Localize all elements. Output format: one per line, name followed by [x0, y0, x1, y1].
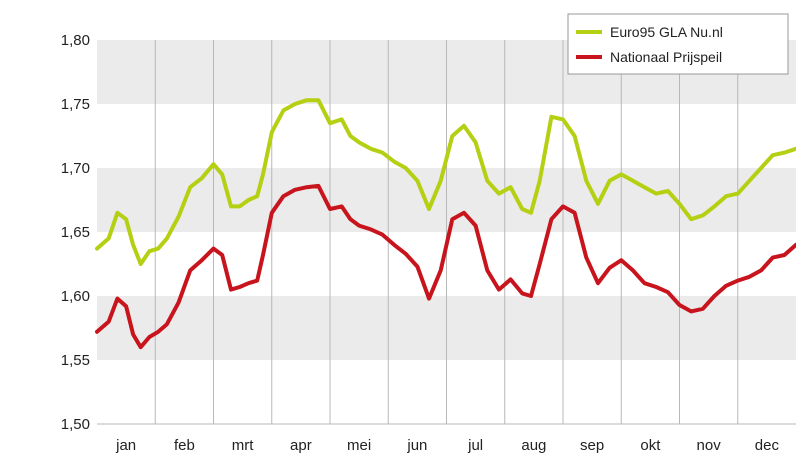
- y-tick-label: 1,65: [61, 224, 90, 241]
- y-tick-label: 1,75: [61, 96, 90, 113]
- x-tick-label-jan: jan: [115, 437, 136, 454]
- x-tick-label-mei: mei: [347, 437, 371, 454]
- x-tick-label-sep: sep: [580, 437, 604, 454]
- x-tick-label-aug: aug: [521, 437, 546, 454]
- y-tick-label: 1,55: [61, 352, 90, 369]
- x-tick-label-jun: jun: [406, 437, 427, 454]
- y-axis-ticks: 1,80 1,75 1,70 1,65 1,60 1,55 1,50: [61, 32, 90, 433]
- x-tick-label-apr: apr: [290, 437, 312, 454]
- x-tick-label-jul: jul: [467, 437, 483, 454]
- y-tick-label: 1,70: [61, 160, 90, 177]
- y-tick-label: 1,60: [61, 288, 90, 305]
- legend-label-nationaal-prijspeil: Nationaal Prijspeil: [610, 49, 722, 65]
- x-tick-label-feb: feb: [174, 437, 195, 454]
- legend: Euro95 GLA Nu.nl Nationaal Prijspeil: [568, 14, 788, 74]
- x-tick-label-nov: nov: [697, 437, 722, 454]
- y-tick-label: 1,80: [61, 32, 90, 49]
- legend-box: [568, 14, 788, 74]
- legend-label-euro95: Euro95 GLA Nu.nl: [610, 24, 723, 40]
- y-tick-label: 1,50: [61, 416, 90, 433]
- x-axis-ticks: jan feb mrt apr mei jun jul aug sep okt nov dec: [115, 437, 779, 454]
- x-tick-label-dec: dec: [755, 437, 780, 454]
- x-tick-label-mrt: mrt: [232, 437, 254, 454]
- x-tick-label-okt: okt: [640, 437, 661, 454]
